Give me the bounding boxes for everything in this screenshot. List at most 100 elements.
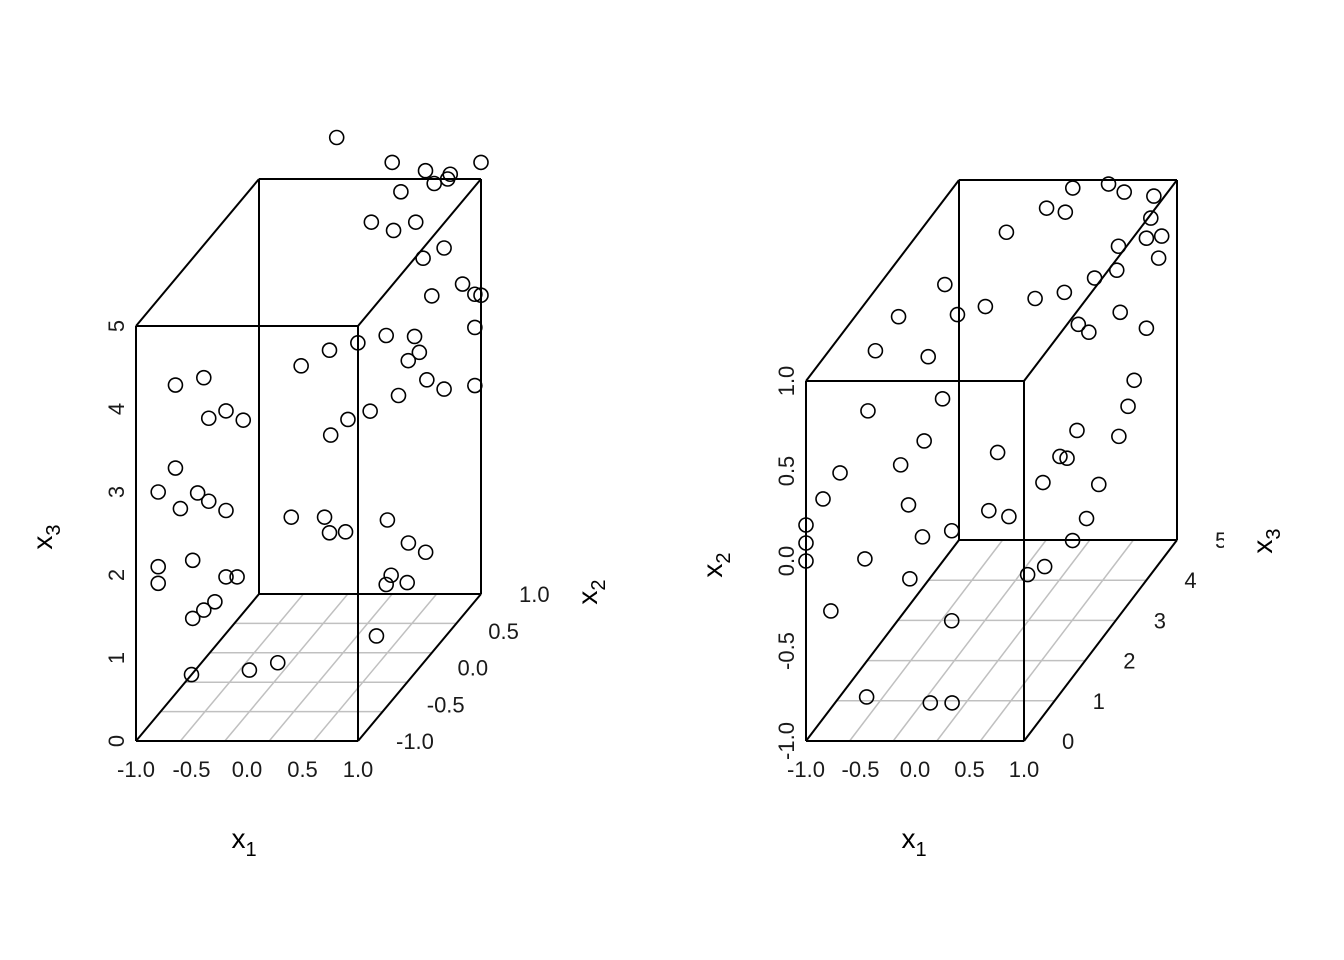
data-point (1108, 262, 1125, 278)
data-point (467, 286, 483, 303)
x3-tick-label: 2 (1123, 649, 1135, 674)
data-point (473, 154, 489, 171)
data-point (981, 502, 997, 519)
data-point (1153, 228, 1170, 244)
data-point (241, 662, 258, 678)
data-point (439, 171, 456, 187)
data-point (1059, 450, 1075, 467)
data-point (916, 433, 932, 449)
data-point (1116, 184, 1133, 200)
data-point (892, 457, 909, 473)
data-point (207, 593, 223, 610)
data-point (218, 502, 234, 519)
data-point (200, 493, 217, 510)
x2-tick-label: -1.0 (774, 722, 799, 760)
data-point (1112, 304, 1128, 321)
x2-tick-label: -0.5 (427, 692, 465, 717)
data-point (949, 306, 966, 323)
data-point (183, 666, 200, 683)
data-point (150, 484, 166, 500)
x3-tick-label: 1 (1093, 689, 1105, 714)
data-point (1035, 474, 1051, 491)
data-point (426, 175, 443, 192)
data-point (943, 612, 960, 629)
data-point (832, 465, 848, 481)
data-point (1019, 566, 1036, 583)
data-point (1038, 200, 1055, 216)
data-point (218, 403, 234, 419)
data-point (200, 410, 217, 427)
data-point (1120, 398, 1136, 415)
data-point (902, 571, 918, 587)
data-point (943, 522, 960, 539)
data-point (150, 558, 166, 575)
data-point (363, 214, 380, 230)
data-point (400, 352, 417, 369)
floor-grid-line (313, 593, 438, 742)
x2-tick-label: 0.5 (488, 619, 519, 644)
box-edge (135, 593, 260, 742)
floor-grid-line (849, 539, 1004, 742)
x1-tick-label: 1.0 (343, 757, 374, 782)
x1-tick-label: -1.0 (117, 757, 155, 782)
data-point (417, 162, 434, 179)
x3-tick-label: 3 (104, 486, 129, 498)
data-point (944, 695, 960, 711)
data-point (415, 250, 431, 267)
data-point (1150, 250, 1167, 266)
data-point (1069, 422, 1085, 439)
data-point (1086, 270, 1103, 286)
data-point (1064, 180, 1081, 196)
data-point (368, 628, 385, 644)
x3-tick-label: 2 (104, 569, 129, 581)
data-point (340, 411, 356, 428)
x3-tick-label: 0 (1062, 729, 1074, 754)
x1-tick-label: 0.5 (954, 757, 985, 782)
x2-tick-label: -0.5 (774, 632, 799, 670)
data-point (890, 308, 907, 325)
x1-tick-label: 0.0 (900, 757, 931, 782)
data-point (411, 344, 428, 361)
x1-tick-label: -0.5 (842, 757, 880, 782)
floor-grid-line (979, 539, 1134, 742)
box-edge (805, 539, 960, 742)
data-point (1070, 316, 1087, 333)
data-point (172, 500, 189, 517)
data-point (321, 524, 338, 541)
x3-axis-title: x3 (27, 524, 65, 549)
right-3d-scatter-panel: -1.0 -0.5 0.0 0.5 1.0 -1.0 -0.5 0.0 0.5 1.0 012345… (697, 176, 1285, 861)
floor-grid-line (268, 593, 393, 742)
data-point (858, 689, 875, 705)
box-edge (135, 178, 260, 327)
data-point (914, 529, 931, 545)
x1-tick-label: -0.5 (173, 757, 211, 782)
data-point (815, 491, 831, 507)
data-point (922, 695, 939, 711)
data-point (385, 222, 402, 239)
x1-tick-label: -1.0 (787, 757, 825, 782)
data-point (867, 342, 884, 359)
data-point (399, 574, 416, 591)
data-point (393, 184, 409, 200)
data-point (184, 610, 201, 627)
data-point (467, 319, 483, 336)
data-point (467, 377, 483, 394)
x3-tick-label: 1 (104, 652, 129, 664)
x1-tick-label: 0.0 (232, 757, 263, 782)
data-point (350, 335, 366, 351)
data-point (436, 381, 452, 397)
data-point (316, 509, 333, 525)
data-point (400, 535, 417, 551)
data-point (269, 654, 286, 671)
data-point (1100, 176, 1117, 192)
data-point (378, 576, 395, 593)
x3-tick-label: 0 (104, 735, 129, 747)
data-point (823, 603, 839, 619)
box-edge (805, 179, 960, 382)
floor-grid-line (936, 539, 1091, 742)
x3-axis-title: x3 (1247, 528, 1285, 553)
x3-tick-label: 4 (104, 403, 129, 415)
x2-tick-label: 0.0 (774, 546, 799, 577)
data-point (378, 327, 395, 344)
